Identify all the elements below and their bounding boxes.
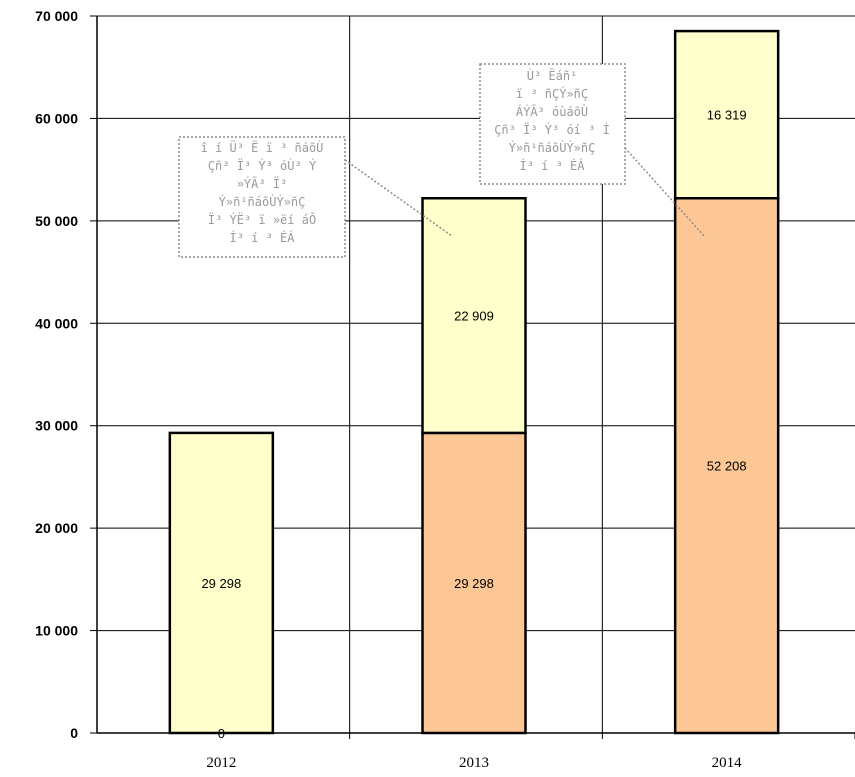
x-tick-label: 2014 <box>712 755 743 771</box>
y-tick-label: 70 000 <box>35 8 78 24</box>
y-tick-label: 20 000 <box>35 520 78 536</box>
labels-layer: 0 10 000 20 000 30 000 40 000 50 000 60 000 70 … <box>35 8 746 771</box>
callout-text-line: Ï³ ÝË³ ï »ëí áÕ <box>208 212 316 227</box>
y-tick-label: 60 000 <box>35 110 78 126</box>
y-tick-label: 50 000 <box>35 213 78 229</box>
callout-text-line: ï ³ ñÇÝ»ñÇ <box>516 86 588 101</box>
callout-text-line: Í³ í ³ ÉÁ <box>229 230 295 245</box>
bar-segment <box>673 29 780 200</box>
bar-segment <box>168 431 275 735</box>
y-tick-label: 30 000 <box>35 418 78 434</box>
y-tick-label: 10 000 <box>35 623 78 639</box>
callouts-layer: î í Ü³ Ë ï ³ ñáõÙ Çñ³ Ï³ Ý³ óÙ³ Ý »ÝÃ³ Ï³ Ý… <box>178 63 706 258</box>
x-tick-label: 2012 <box>206 755 236 771</box>
callout-text-line: Ý»ñ¹ñáõÙÝ»ñÇ <box>219 194 306 209</box>
data-label: 0 <box>218 726 225 741</box>
data-label: 29 298 <box>201 576 241 591</box>
data-label: 16 319 <box>707 108 747 123</box>
data-label: 29 298 <box>454 576 494 591</box>
bar-segment <box>421 197 527 435</box>
callout-leader <box>344 159 453 237</box>
y-tick-label: 0 <box>70 725 78 741</box>
x-tick-label: 2013 <box>459 755 489 771</box>
callout-text-line: Í³ í ³ ÉÁ <box>519 158 585 173</box>
callout-text-line: Ù³ Ëáñ¹ <box>527 68 578 83</box>
callout-text-line: ÁÝÃ³ óùáõÙ <box>516 104 588 119</box>
data-label: 22 909 <box>454 309 494 324</box>
callout-box <box>479 63 626 185</box>
callout-text-line: Çñ³ Ï³ Ý³ óÙ³ Ý <box>208 158 317 173</box>
callout-text-line: »ÝÃ³ Ï³ <box>237 176 288 191</box>
callout-text-line: Çñ³ Ï³ Ý³ óí ³ Í <box>494 122 610 137</box>
bars-layer <box>168 29 780 735</box>
callout-box <box>178 136 346 258</box>
axes-layer <box>90 15 855 739</box>
y-tick-label: 40 000 <box>35 315 78 331</box>
callout-text-line: î í Ü³ Ë ï ³ ñáõÙ <box>201 139 324 155</box>
callout-text-line: Ý»ñ¹ñáõÙÝ»ñÇ <box>509 140 596 155</box>
data-label: 52 208 <box>707 459 747 474</box>
